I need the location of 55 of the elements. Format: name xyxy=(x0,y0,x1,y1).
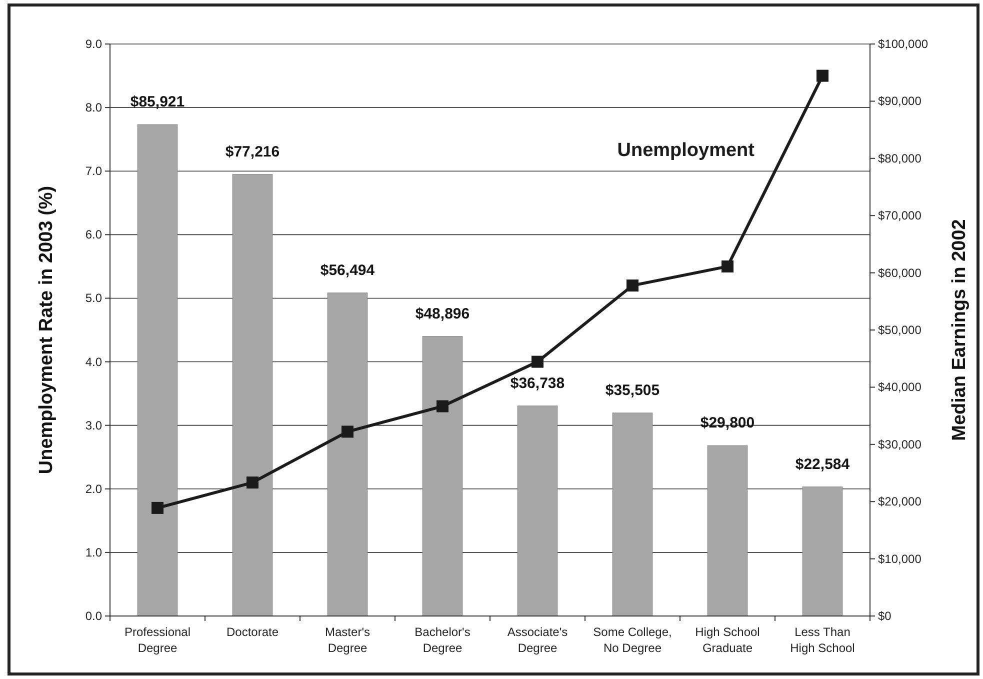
bar xyxy=(137,124,178,616)
point xyxy=(436,400,448,412)
x-tick-label: Professional Degree xyxy=(124,625,191,655)
y2-axis-title: Median Earnings in 2002 xyxy=(949,219,970,441)
data-label: $77,216 xyxy=(225,143,280,160)
y-tick-label: 4.0 xyxy=(85,354,102,369)
data-label: $36,738 xyxy=(510,374,565,392)
point xyxy=(532,356,544,368)
y-tick-label: 3.0 xyxy=(85,418,102,432)
x-tick-label: Less Than High School xyxy=(790,625,855,655)
y2-tick-label: $80,000 xyxy=(878,151,922,166)
x-tick-label: Master's Degree xyxy=(325,625,370,655)
data-label: $85,921 xyxy=(130,94,185,111)
point xyxy=(246,476,258,489)
y2-tick-label: $20,000 xyxy=(878,494,922,509)
y2-tick-label: $30,000 xyxy=(878,437,922,452)
point xyxy=(152,502,164,514)
bar xyxy=(422,336,463,616)
y2-tick-label: $70,000 xyxy=(878,208,922,223)
y2-tick-label: $10,000 xyxy=(878,552,922,566)
bar xyxy=(707,445,748,616)
point xyxy=(342,426,354,438)
x-tick-label: High School Graduate xyxy=(695,625,760,655)
y2-tick-label: $40,000 xyxy=(878,380,922,394)
data-label: $48,896 xyxy=(415,305,470,322)
y-tick-label: 6.0 xyxy=(85,228,102,242)
x-tick-label: Associate's Degree xyxy=(507,625,568,655)
x-tick-label: Some College, No Degree xyxy=(593,625,672,655)
point xyxy=(626,280,638,292)
y-tick-label: 7.0 xyxy=(85,164,102,178)
y2-tick-label: $60,000 xyxy=(878,266,922,280)
data-label: $35,505 xyxy=(605,382,660,399)
y2-tick-label: $0 xyxy=(878,609,892,623)
bar xyxy=(327,292,368,616)
y-axis-title: Unemployment Rate in 2003 (%) xyxy=(36,186,57,474)
y2-tick-label: $90,000 xyxy=(878,94,922,108)
y-tick-label: 0.0 xyxy=(85,609,102,623)
y-tick-label: 8.0 xyxy=(85,100,102,115)
y-tick-label: 2.0 xyxy=(85,482,102,496)
data-label: $22,584 xyxy=(795,456,850,473)
y-tick-label: 5.0 xyxy=(85,291,102,306)
y-tick-label: 9.0 xyxy=(85,37,102,51)
bar xyxy=(612,412,653,616)
y2-tick-label: $50,000 xyxy=(878,323,922,337)
x-tick-label: Doctorate xyxy=(226,625,279,639)
point xyxy=(722,260,734,272)
bar xyxy=(232,174,273,616)
y2-tick-label: $100,000 xyxy=(878,37,928,51)
series-label: Unemployment xyxy=(617,140,756,161)
point xyxy=(816,70,828,82)
bar xyxy=(802,486,843,616)
bar xyxy=(517,406,558,616)
x-tick-label: Bachelor's Degree xyxy=(414,625,470,655)
data-label: $56,494 xyxy=(320,262,376,279)
y-tick-label: 1.0 xyxy=(85,545,102,560)
